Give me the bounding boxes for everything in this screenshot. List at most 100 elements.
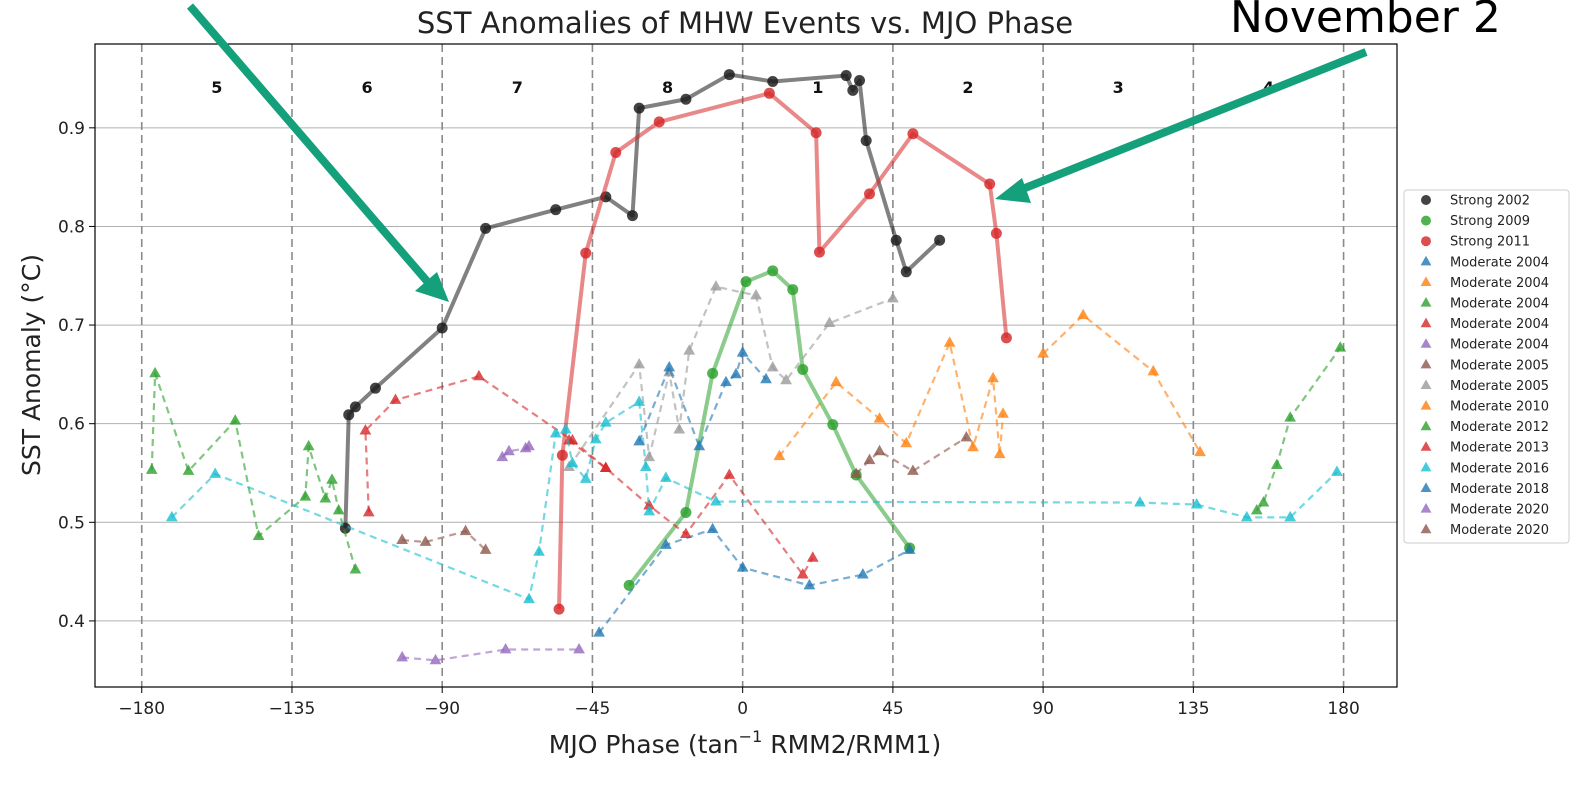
legend-label: Moderate 2004 [1450, 317, 1549, 332]
data-point [806, 551, 819, 562]
x-tick-label: 135 [1177, 699, 1209, 719]
data-point [436, 322, 448, 334]
data-point [813, 246, 825, 258]
x-axis-label-main: MJO Phase (tan [549, 730, 739, 759]
data-point [626, 210, 638, 222]
series-line [855, 436, 967, 475]
data-point [673, 423, 686, 434]
data-point [165, 510, 178, 522]
data-point [873, 444, 886, 456]
legend-marker [1420, 523, 1432, 534]
series [593, 522, 916, 637]
legend-label: Moderate 2004 [1450, 338, 1549, 353]
data-point [550, 204, 562, 216]
x-tick-label: −180 [118, 699, 165, 719]
data-point [580, 247, 592, 259]
data-point [854, 74, 866, 86]
data-point [934, 234, 946, 246]
data-point [780, 373, 792, 385]
legend-label: Moderate 2018 [1450, 482, 1549, 497]
data-point [810, 127, 822, 139]
data-point [633, 395, 646, 406]
x-tick-label: −135 [269, 699, 316, 719]
series-line [402, 530, 487, 551]
data-point [1331, 465, 1343, 476]
phase-boundary-lines [140, 44, 1345, 687]
series [553, 87, 1012, 615]
series [496, 439, 535, 462]
phase-label: 8 [662, 78, 673, 97]
series-line [402, 648, 580, 662]
legend-entry: Moderate 2020 [1420, 503, 1549, 518]
data-point [960, 430, 973, 442]
data-point [750, 288, 762, 300]
data-point [660, 471, 672, 482]
annotation-arrowhead-left [415, 272, 449, 302]
data-point [523, 592, 535, 604]
data-point [362, 505, 375, 517]
data-point [796, 568, 809, 579]
data-point [349, 401, 361, 413]
data-point [740, 276, 752, 288]
legend-entry: Moderate 2004 [1420, 297, 1549, 312]
legend-marker [1421, 195, 1431, 205]
series-line [598, 528, 911, 634]
data-point [1000, 332, 1012, 344]
data-point [803, 578, 816, 590]
legend-label: Moderate 2005 [1450, 358, 1549, 373]
data-point [900, 266, 912, 278]
data-point [299, 490, 312, 501]
data-point [823, 316, 836, 327]
legend-marker [1420, 317, 1432, 328]
data-point [763, 87, 775, 99]
legend-entry: Moderate 2012 [1420, 420, 1549, 435]
data-point [643, 504, 656, 516]
legend-marker [1421, 215, 1431, 226]
series [396, 643, 585, 665]
phase-label: 1 [812, 78, 823, 97]
data-point [1240, 510, 1253, 522]
data-point [643, 450, 656, 462]
data-point [1134, 496, 1146, 507]
data-point [479, 543, 492, 554]
plot-grid [95, 127, 1397, 622]
data-point [797, 363, 809, 375]
data-point [369, 382, 381, 394]
series [396, 524, 492, 554]
data-point [890, 234, 902, 246]
legend-box [1403, 189, 1570, 544]
data-point [533, 545, 545, 556]
data-point [787, 284, 799, 296]
y-tick-label: 0.5 [58, 513, 85, 533]
data-point [767, 75, 779, 87]
data-point [903, 543, 916, 554]
data-point [864, 188, 876, 200]
x-axis-ticks: −180 −135 −90 −45 0 45 90 135 180 [118, 687, 1360, 719]
data-point [579, 472, 592, 483]
legend-marker [1420, 461, 1432, 472]
data-point [997, 407, 1009, 418]
legend-marker [1420, 482, 1432, 492]
series [633, 346, 772, 451]
data-point [389, 393, 402, 404]
data-point [633, 358, 646, 369]
data-point [766, 360, 779, 372]
data-point [1334, 341, 1347, 352]
series [773, 336, 1009, 461]
legend-entry: Moderate 2005 [1420, 379, 1549, 394]
series [339, 69, 946, 534]
data-point [643, 499, 656, 510]
x-tick-label: 0 [737, 699, 748, 719]
data-point [706, 522, 719, 534]
y-tick-label: 0.8 [58, 217, 85, 237]
legend-entry: Moderate 2018 [1420, 482, 1549, 497]
data-point [610, 146, 622, 158]
data-point [830, 375, 842, 387]
data-point [599, 461, 612, 472]
data-point [990, 227, 1002, 239]
legend-entry: Strong 2009 [1421, 214, 1530, 229]
data-point [523, 439, 535, 451]
legend-label: Moderate 2020 [1450, 523, 1549, 538]
data-point [730, 367, 742, 379]
series-line [778, 341, 1005, 457]
